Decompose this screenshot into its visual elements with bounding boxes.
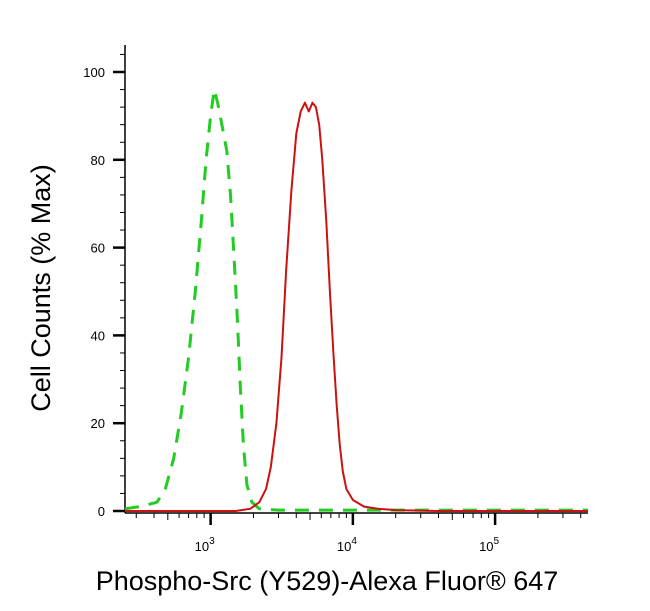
x-axis: 103 104 105 <box>125 512 588 554</box>
y-tick-label: 60 <box>91 241 105 256</box>
y-tick-label: 100 <box>83 65 105 80</box>
y-axis-title: Cell Counts (% Max) <box>26 164 56 412</box>
series-line-2 <box>125 101 588 512</box>
x-axis-title: Phospho-Src (Y529)-Alexa Fluor® 647 <box>96 566 559 596</box>
x-tick-label: 104 <box>337 536 357 554</box>
series-layer <box>124 88 588 512</box>
y-axis: 0 20 40 60 80 100 <box>83 45 126 519</box>
y-tick-label: 0 <box>98 504 105 519</box>
x-tick-label: 105 <box>479 536 499 554</box>
y-tick-label: 80 <box>91 153 105 168</box>
series-line-1 <box>124 88 588 512</box>
x-tick-label: 103 <box>195 536 215 554</box>
y-tick-label: 40 <box>91 328 105 343</box>
y-tick-label: 20 <box>91 416 105 431</box>
